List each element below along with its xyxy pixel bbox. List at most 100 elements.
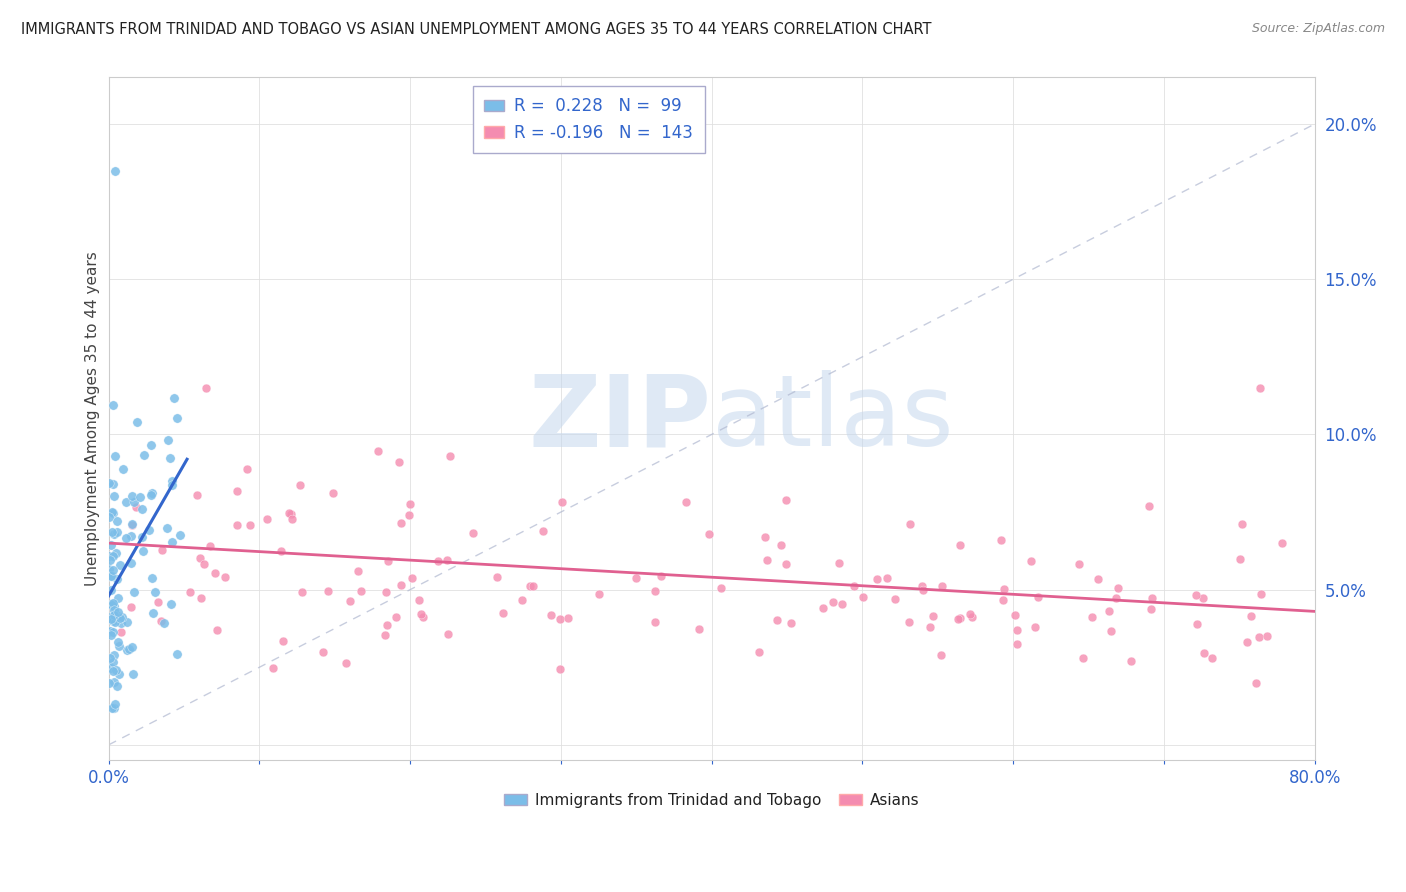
Point [688, 622, 710, 636]
Point [510, 593, 533, 607]
Point [139, 438, 162, 452]
Point [118, 642, 141, 657]
Point [1081, 610, 1104, 624]
Point [131, 530, 153, 544]
Point [388, 455, 411, 469]
Point [98, 549, 121, 563]
Point [100, 597, 122, 611]
Point [921, 608, 943, 623]
Point [98, 650, 121, 665]
Point [149, 614, 172, 628]
Point [101, 524, 124, 539]
Point [98, 510, 121, 524]
Point [198, 539, 221, 553]
Point [492, 607, 515, 621]
Point [235, 462, 257, 476]
Point [107, 635, 129, 649]
Point [204, 566, 226, 580]
Point [105, 679, 128, 693]
Point [103, 489, 125, 503]
Point [100, 569, 122, 583]
Point [1019, 553, 1042, 567]
Point [960, 609, 983, 624]
Point [519, 579, 541, 593]
Point [101, 614, 124, 628]
Point [103, 526, 125, 541]
Point [756, 552, 779, 566]
Point [1024, 620, 1046, 634]
Point [190, 591, 212, 605]
Point [1185, 589, 1208, 603]
Point [179, 585, 201, 599]
Point [1107, 581, 1129, 595]
Point [1119, 655, 1142, 669]
Point [101, 624, 124, 639]
Point [156, 521, 179, 535]
Point [120, 529, 142, 543]
Point [120, 556, 142, 570]
Point [129, 490, 152, 504]
Point [157, 434, 180, 448]
Point [439, 449, 461, 463]
Text: ZIP: ZIP [529, 370, 711, 467]
Point [125, 500, 148, 514]
Point [101, 599, 124, 613]
Point [134, 448, 156, 462]
Point [710, 581, 733, 595]
Point [1192, 646, 1215, 660]
Point [335, 656, 357, 670]
Point [195, 381, 218, 395]
Point [100, 537, 122, 551]
Point [160, 474, 183, 488]
Point [1249, 630, 1271, 644]
Point [385, 609, 408, 624]
Point [193, 557, 215, 571]
Point [1191, 591, 1213, 605]
Point [278, 506, 301, 520]
Point [588, 587, 610, 601]
Point [531, 524, 554, 538]
Point [898, 615, 921, 630]
Point [101, 596, 124, 610]
Point [141, 571, 163, 585]
Point [159, 597, 181, 611]
Point [138, 523, 160, 537]
Point [540, 607, 562, 622]
Point [150, 543, 173, 558]
Point [1026, 590, 1049, 604]
Point [108, 558, 131, 573]
Point [408, 592, 430, 607]
Point [256, 511, 278, 525]
Point [103, 675, 125, 690]
Point [644, 615, 666, 629]
Point [142, 606, 165, 620]
Point [141, 486, 163, 500]
Point [108, 611, 131, 625]
Point [991, 592, 1014, 607]
Point [280, 507, 302, 521]
Point [1087, 572, 1109, 586]
Point [100, 610, 122, 624]
Point [153, 615, 176, 630]
Point [98, 553, 121, 567]
Point [103, 700, 125, 714]
Point [401, 571, 423, 585]
Point [273, 633, 295, 648]
Point [104, 163, 127, 178]
Point [115, 494, 138, 508]
Point [103, 648, 125, 663]
Point [367, 443, 389, 458]
Point [1240, 609, 1263, 624]
Point [389, 578, 412, 592]
Text: Source: ZipAtlas.com: Source: ZipAtlas.com [1251, 22, 1385, 36]
Point [911, 578, 934, 592]
Point [225, 484, 247, 499]
Point [811, 601, 834, 615]
Point [169, 528, 191, 542]
Point [697, 527, 720, 541]
Point [110, 624, 132, 639]
Point [322, 485, 344, 500]
Point [409, 607, 432, 621]
Point [103, 549, 125, 563]
Point [270, 544, 292, 558]
